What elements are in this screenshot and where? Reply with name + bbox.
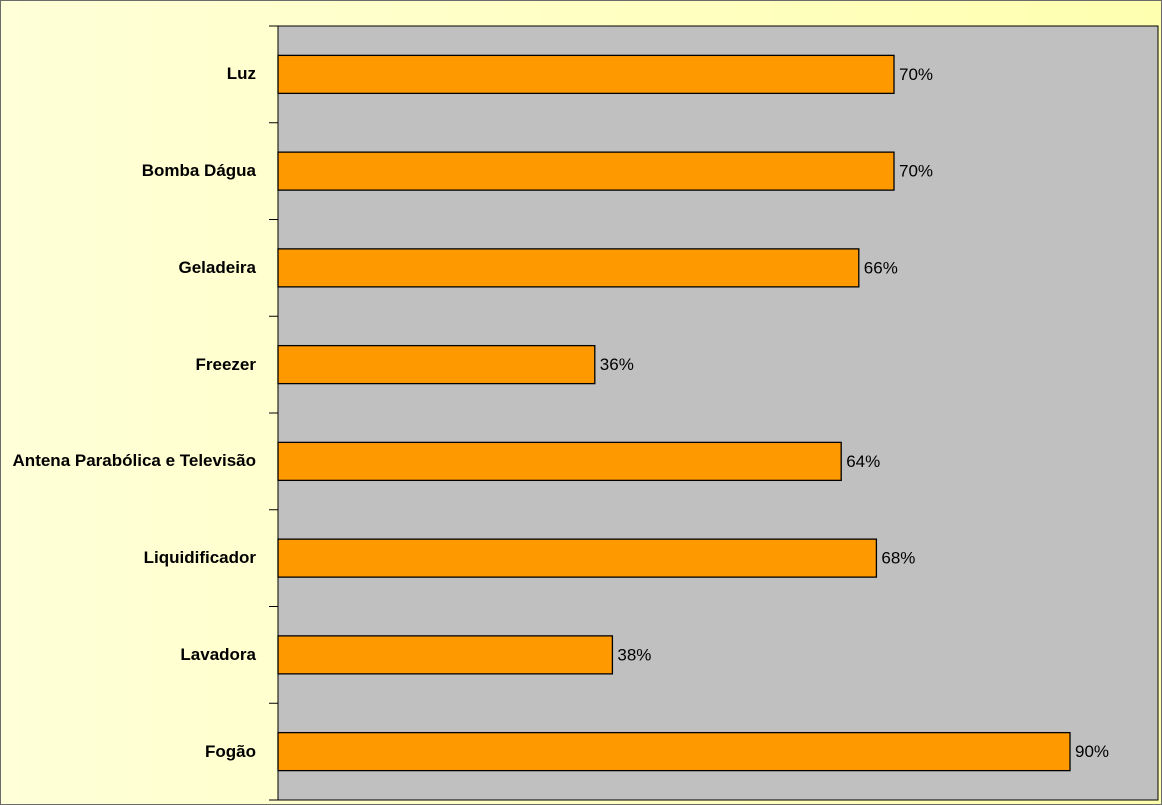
value-label: 64% [846, 452, 880, 471]
category-label: Freezer [195, 354, 256, 374]
bar [277, 441, 842, 482]
bar [277, 538, 878, 578]
value-label: 68% [881, 549, 915, 568]
value-label: 36% [600, 355, 634, 374]
category-label: Lavadora [180, 644, 256, 664]
plot-area [277, 25, 1159, 801]
value-label: 38% [617, 645, 651, 664]
value-label: 90% [1075, 742, 1109, 761]
category-label: Geladeira [178, 257, 257, 277]
bar [277, 151, 895, 191]
category-label: Fogão [205, 741, 256, 761]
bar [277, 635, 614, 675]
category-label: Luz [226, 64, 256, 84]
value-label: 70% [899, 162, 933, 181]
value-label: 66% [864, 258, 898, 277]
bar [277, 344, 596, 385]
bar [277, 731, 1071, 772]
category-label: Antena Parabólica e Televisão [12, 451, 256, 471]
category-label: Bomba Dágua [141, 161, 256, 181]
value-label: 70% [899, 65, 933, 84]
bar [277, 248, 860, 288]
bar [277, 54, 895, 95]
category-label: Liquidificador [143, 548, 256, 568]
